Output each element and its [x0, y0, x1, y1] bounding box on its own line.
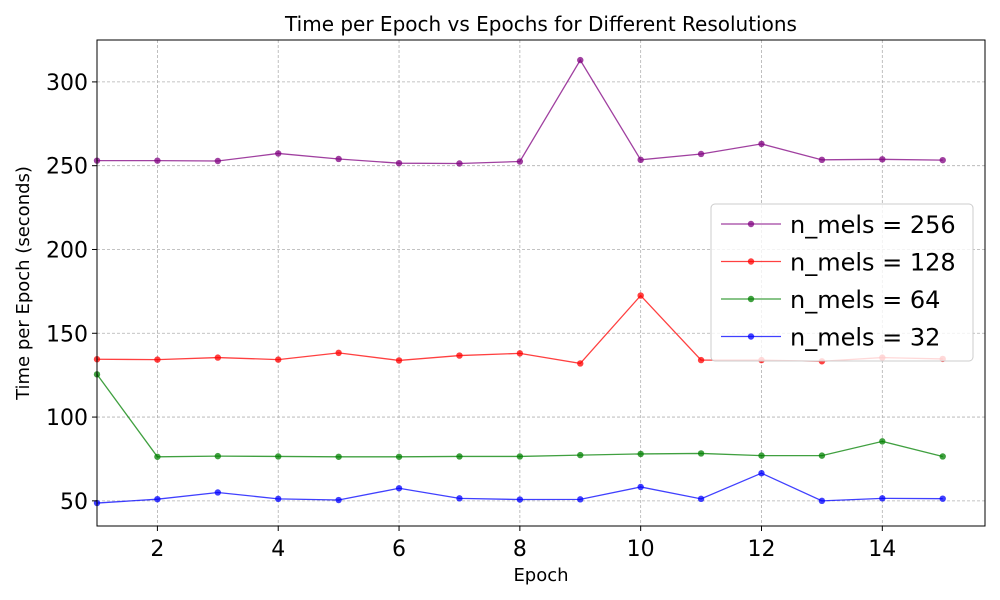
series-2 [93, 371, 946, 460]
data-point [516, 496, 524, 503]
data-point [577, 56, 584, 64]
data-point [577, 360, 584, 367]
data-point [939, 453, 946, 460]
legend-swatch-marker [747, 333, 755, 340]
data-point [637, 292, 644, 299]
data-point [516, 158, 524, 165]
data-point [577, 451, 584, 459]
data-point [214, 489, 222, 496]
legend-item: n_mels = 256 [721, 211, 956, 239]
x-tick-label: 2 [150, 537, 164, 562]
data-point [879, 495, 886, 502]
data-point [456, 352, 463, 359]
ticks: 2 4 6 8 10 12 14 50 100 150 200 250 300 [46, 71, 896, 562]
data-point [335, 155, 342, 163]
chart-title: Time per Epoch vs Epochs for Different R… [284, 12, 797, 36]
data-point [214, 157, 222, 165]
x-tick-label: 6 [392, 537, 406, 562]
data-point [637, 156, 644, 164]
x-tick-label: 12 [747, 537, 775, 562]
legend-box [710, 203, 974, 362]
y-axis-label: Time per Epoch (seconds) [13, 166, 34, 401]
data-point [154, 453, 161, 460]
data-point [818, 156, 826, 164]
data-point [275, 495, 282, 503]
legend: n_mels = 256 n_mels = 128 n_mels = 64 n_mel… [710, 203, 974, 362]
x-tick-label: 8 [513, 537, 527, 562]
data-point [818, 452, 826, 459]
x-tick-label: 14 [868, 537, 896, 562]
legend-swatch-marker [747, 258, 755, 265]
data-point [758, 470, 765, 477]
data-point [214, 452, 222, 460]
data-point [395, 485, 403, 492]
x-tick-label: 10 [627, 537, 655, 562]
data-point [335, 349, 342, 357]
y-tick-label: 250 [46, 155, 88, 180]
data-point [275, 356, 282, 363]
data-point [335, 453, 342, 460]
legend-label: n_mels = 128 [790, 249, 956, 277]
data-point [637, 450, 644, 458]
series-0 [93, 56, 946, 167]
y-tick-label: 150 [46, 322, 88, 347]
data-point [335, 496, 342, 504]
data-point [154, 356, 161, 363]
y-tick-label: 300 [46, 71, 88, 96]
x-tick-label: 4 [271, 537, 285, 562]
data-point [697, 450, 705, 457]
legend-item: n_mels = 128 [721, 249, 956, 277]
legend-item: n_mels = 32 [721, 324, 940, 352]
data-point [395, 357, 403, 364]
data-point [275, 453, 282, 460]
y-tick-label: 50 [60, 490, 88, 515]
data-point [939, 156, 946, 164]
data-point [758, 452, 765, 459]
data-point [879, 438, 886, 445]
y-tick-label: 100 [46, 406, 88, 431]
legend-label: n_mels = 256 [790, 211, 956, 239]
data-point [758, 140, 765, 148]
data-point [697, 495, 705, 503]
data-point [214, 354, 222, 361]
data-point [456, 453, 463, 460]
legend-label: n_mels = 32 [790, 324, 940, 352]
legend-item: n_mels = 64 [721, 286, 940, 314]
data-point [879, 156, 886, 163]
data-point [275, 150, 282, 157]
data-point [456, 160, 463, 167]
data-point [516, 453, 524, 460]
y-tick-label: 200 [46, 238, 88, 263]
data-point [697, 150, 705, 158]
data-point [154, 495, 161, 503]
data-point [395, 159, 403, 167]
legend-swatch-marker [747, 220, 755, 228]
data-point [637, 483, 644, 491]
data-point [395, 453, 403, 460]
data-point [697, 356, 705, 364]
plot-frame [96, 39, 986, 527]
data-point [516, 350, 524, 357]
data-point [577, 496, 584, 503]
data-point [818, 497, 826, 505]
legend-label: n_mels = 64 [790, 286, 940, 314]
x-axis-label: Epoch [513, 565, 568, 586]
data-point [939, 495, 946, 502]
data-point [456, 495, 463, 502]
data-point [154, 157, 161, 164]
series-3 [93, 470, 946, 507]
legend-swatch-marker [747, 295, 755, 303]
